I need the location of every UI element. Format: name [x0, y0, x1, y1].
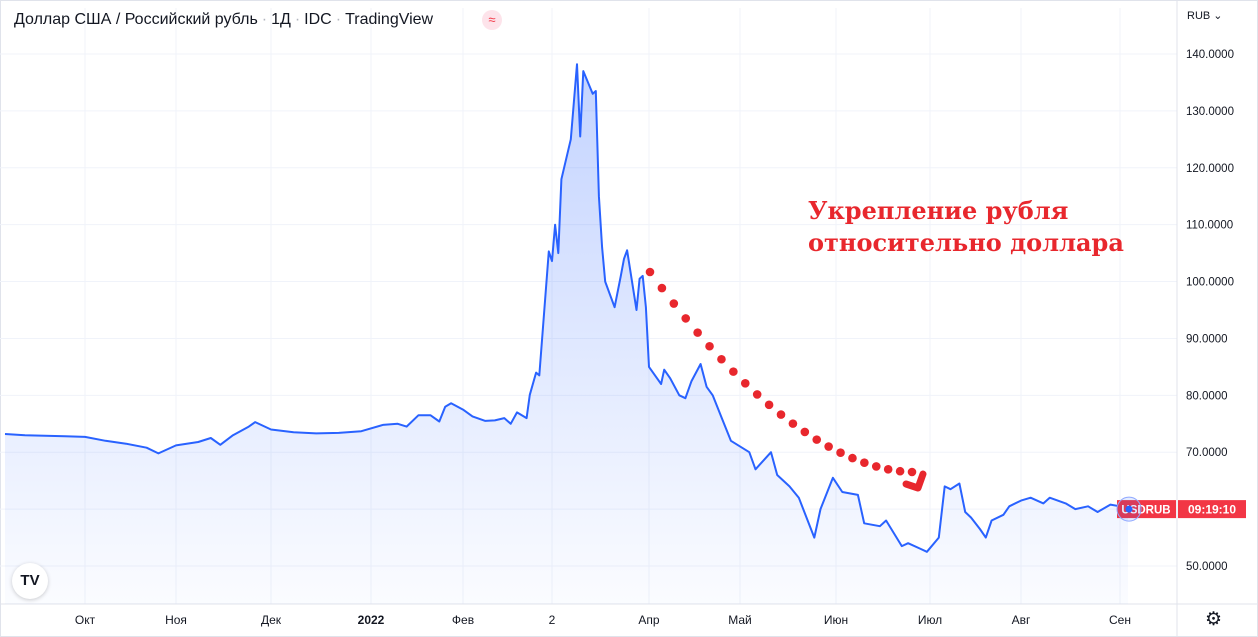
approx-equal-icon[interactable]: ≈ [482, 10, 502, 30]
annotation-arrowhead [902, 470, 927, 492]
x-tick-label: Дек [261, 613, 282, 627]
platform: TradingView [345, 11, 434, 28]
x-tick-label: Июл [918, 613, 942, 627]
y-tick-label: 90.0000 [1186, 333, 1228, 345]
annotation-dot [871, 462, 881, 471]
annotation-line-1: Укрепление рубля [808, 196, 1069, 225]
y-tick-label: 50.0000 [1186, 561, 1228, 573]
chevron-down-icon: ⌄ [1213, 10, 1223, 22]
interval[interactable]: 1Д [271, 11, 291, 28]
annotation-line-2: относительно доллара [808, 228, 1124, 257]
annotation-dot [669, 299, 679, 308]
annotation-dot [883, 465, 893, 474]
price-line [4, 63, 1129, 553]
x-tick-label: Апр [638, 613, 660, 627]
y-tick-label: 80.0000 [1186, 390, 1228, 402]
annotation-dot [812, 435, 822, 444]
annotation-dot [776, 410, 786, 419]
annotation-dot [645, 267, 655, 277]
x-tick-label: Май [728, 613, 752, 627]
price-area [5, 64, 1128, 604]
currency-selector[interactable]: RUB ⌄ [1187, 9, 1223, 22]
annotation-dot [895, 466, 905, 476]
x-tick-label: 2 [549, 613, 556, 627]
price-tag-symbol-bg [1117, 500, 1176, 519]
y-tick-label: 70.0000 [1186, 447, 1228, 459]
y-tick-label: 120.0000 [1186, 163, 1234, 175]
chart-title: Доллар США / Российский рубль · 1Д · IDC · Tra… [14, 11, 434, 28]
y-tick-label: 130.0000 [1186, 106, 1234, 118]
annotation-dot [729, 367, 738, 376]
annotation-dot [705, 341, 714, 351]
x-tick-label: 2022 [358, 613, 385, 627]
annotation-dot [764, 400, 774, 410]
price-tag-symbol: USDRUB [1121, 505, 1170, 517]
x-tick-label: Авг [1012, 613, 1031, 627]
x-tick-label: Фев [452, 613, 474, 627]
annotation-dot [681, 314, 691, 323]
currency-label: RUB [1187, 10, 1211, 22]
annotation-dot [740, 379, 750, 388]
annotation-dot [824, 442, 833, 451]
symbol-name[interactable]: Доллар США / Российский рубль [14, 11, 258, 28]
annotation-dot [860, 458, 869, 468]
annotation-dot [752, 390, 762, 399]
annotation-dot [657, 283, 667, 293]
annotation-dot [848, 453, 857, 463]
annotation-dot [836, 448, 845, 458]
last-price-dot [1125, 505, 1133, 513]
annotation-dot [788, 419, 798, 428]
price-tag-countdown: 09:19:10 [1188, 503, 1236, 517]
data-source: IDC [304, 11, 332, 28]
annotation-dot [907, 467, 917, 477]
annotation-dot [693, 328, 702, 337]
x-tick-label: Ноя [165, 613, 187, 627]
y-tick-label: 100.0000 [1186, 277, 1234, 289]
y-tick-label: 110.0000 [1186, 220, 1233, 232]
x-tick-label: Сен [1109, 613, 1131, 627]
x-tick-label: Июн [824, 613, 848, 627]
price-tag-countdown-bg [1178, 500, 1246, 519]
x-tick-label: Окт [75, 613, 96, 627]
y-tick-label: 140.0000 [1186, 49, 1234, 61]
annotation-dot [800, 427, 810, 437]
tradingview-logo[interactable]: TV [12, 563, 48, 599]
annotation-dot [717, 354, 726, 364]
gear-icon[interactable]: ⚙ [1205, 609, 1223, 630]
